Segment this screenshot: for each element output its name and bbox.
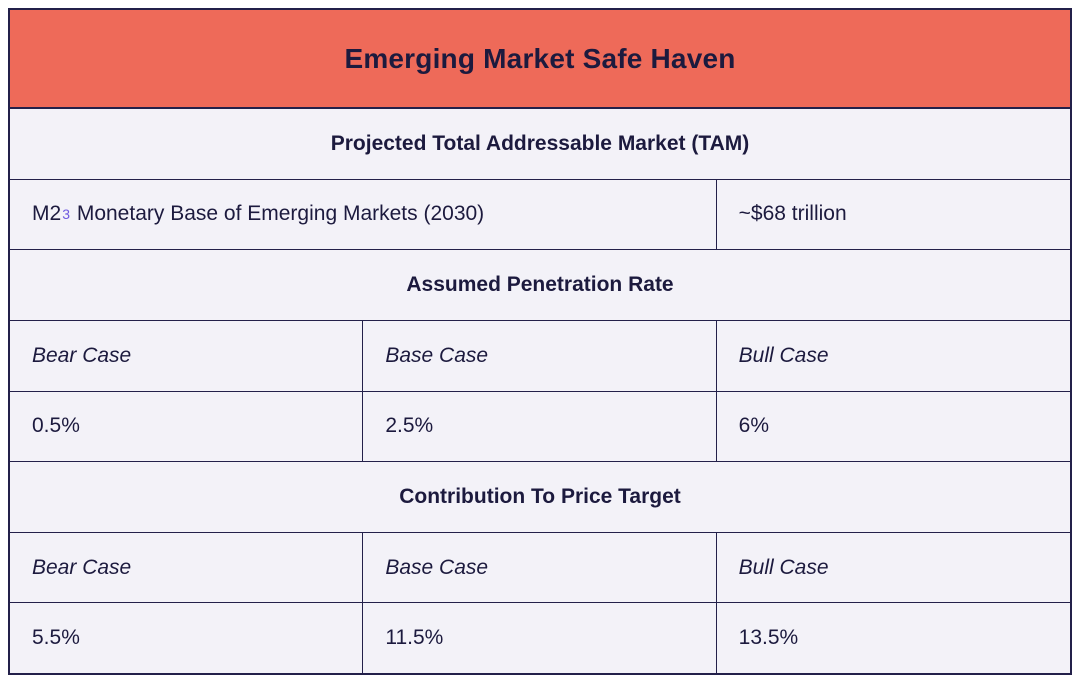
penetration-bear-case-label: Bear Case (10, 320, 364, 391)
contribution-base-case-label: Base Case (363, 532, 717, 603)
table-title-banner: Emerging Market Safe Haven (10, 10, 1070, 109)
table-title: Emerging Market Safe Haven (344, 42, 736, 74)
tam-header-row: Projected Total Addressable Market (TAM) (10, 109, 1070, 180)
penetration-header-row: Assumed Penetration Rate (10, 250, 1070, 321)
penetration-bull-case-value: 6% (738, 414, 770, 438)
contribution-bull-case-value: 13.5% (738, 626, 799, 650)
penetration-case-row: Bear Case Base Case Bull Case (10, 320, 1070, 392)
contribution-bear-case-value: 5.5% (10, 603, 364, 673)
tam-section-header: Projected Total Addressable Market (TAM) (330, 131, 750, 155)
tam-metric-rest: Monetary Base of Emerging Markets (2030) (70, 202, 485, 226)
tam-metric-prefix: M2 (32, 202, 62, 226)
penetration-base-case-value: 2.5% (363, 391, 717, 462)
contribution-bull-case-label: Bull Case (738, 555, 829, 579)
penetration-value-row: 0.5% 2.5% 6% (10, 391, 1070, 463)
penetration-section-header: Assumed Penetration Rate (406, 273, 674, 297)
contribution-header-row: Contribution To Price Target (10, 462, 1070, 533)
penetration-bear-case-value: 0.5% (10, 391, 364, 462)
safe-haven-table: Emerging Market Safe Haven Projected Tot… (8, 8, 1072, 675)
contribution-bear-case-label: Bear Case (10, 532, 364, 603)
contribution-value-row: 5.5% 11.5% 13.5% (10, 603, 1070, 673)
tam-metric-label: M2 3 Monetary Base of Emerging Markets (2… (10, 179, 717, 250)
tam-data-row: M2 3 Monetary Base of Emerging Markets (2… (10, 179, 1070, 251)
penetration-base-case-label: Base Case (363, 320, 717, 391)
penetration-bull-case-label: Bull Case (738, 343, 829, 367)
contribution-base-case-value: 11.5% (363, 603, 717, 673)
tam-value: ~$68 trillion (738, 202, 847, 226)
contribution-section-header: Contribution To Price Target (399, 484, 681, 508)
contribution-case-row: Bear Case Base Case Bull Case (10, 532, 1070, 604)
